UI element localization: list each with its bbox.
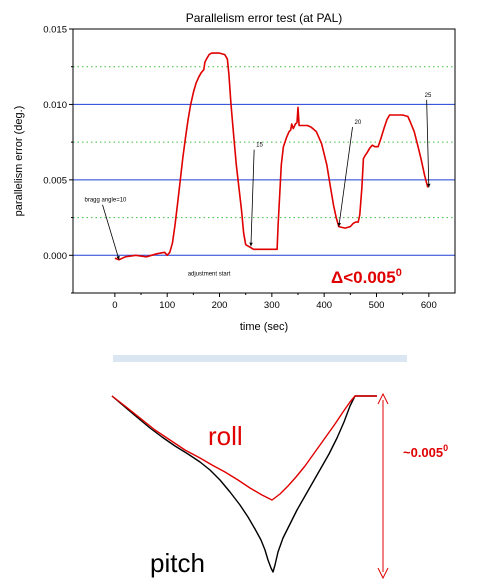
y-tick-label-0: 0.000: [43, 251, 67, 262]
roll-pitch-sketch: roll pitch ~0.0050: [111, 392, 448, 579]
chart-title: Parallelism error test (at PAL): [186, 11, 343, 25]
divider-band: [113, 355, 407, 362]
y-axis-label: parallelism error (deg.): [13, 106, 25, 217]
x-tick-label-0: 0: [112, 300, 117, 311]
x-tick-label-2: 200: [212, 300, 228, 311]
pitch-curve: [111, 395, 377, 573]
range-arrow-head-top: [377, 392, 389, 405]
annotation-arrowhead-2: [337, 222, 342, 227]
annotation-arrow-0: [102, 204, 120, 260]
annotation-arrow-2: [338, 126, 353, 227]
annotation-arrowhead-1: [249, 242, 253, 247]
annotation-arrowhead-3: [427, 183, 431, 188]
range-label: ~0.0050: [403, 443, 448, 460]
error-series-line: [114, 52, 429, 261]
x-tick-label-5: 500: [369, 300, 385, 311]
roll-label: roll: [208, 421, 243, 451]
grid-lines: [73, 66, 455, 256]
annotation-arrow-3: [426, 99, 430, 188]
range-arrow-head-bottom: [377, 567, 389, 579]
annotation-adjustment-start: adjustment start: [188, 272, 231, 278]
annotation-25: 25: [425, 93, 432, 99]
y-tick-label-2: 0.010: [43, 100, 67, 111]
parallelism-chart: Parallelism error test (at PAL) 0 100 200 3…: [13, 11, 456, 333]
annotation-20: 20: [355, 120, 362, 126]
annotation-bragg-angle: bragg angle=10: [85, 198, 128, 204]
y-axis-ticks: 0.000 0.005 0.010 0.015: [43, 25, 73, 294]
x-tick-label-6: 600: [421, 300, 437, 311]
x-tick-label-1: 100: [159, 300, 175, 311]
x-axis-label: time (sec): [240, 321, 288, 333]
delta-callout: Δ<0.0050: [331, 267, 402, 287]
annotation-arrowhead-0: [116, 255, 120, 260]
roll-curve: [111, 395, 377, 501]
x-axis-ticks: 0 100 200 300 400 500 600: [112, 293, 437, 311]
plot-frame: [72, 28, 456, 294]
y-tick-label-3: 0.015: [43, 25, 67, 36]
x-tick-label-3: 300: [264, 300, 280, 311]
y-tick-label-1: 0.005: [43, 175, 67, 186]
pitch-label: pitch: [150, 548, 205, 578]
annotation-15: 15: [256, 143, 263, 149]
x-tick-label-4: 400: [316, 300, 332, 311]
annotation-arrows: [102, 99, 431, 260]
annotation-arrow-1: [250, 149, 255, 247]
